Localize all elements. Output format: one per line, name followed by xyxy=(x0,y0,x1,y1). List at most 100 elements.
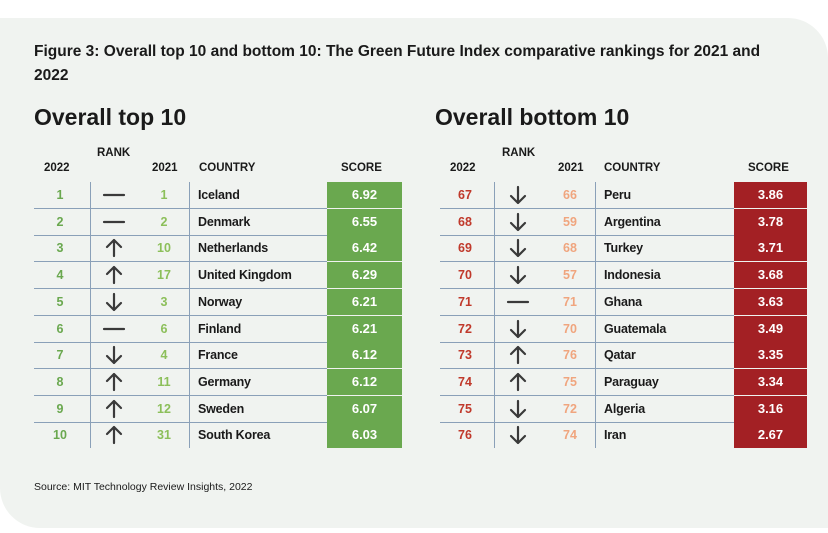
column-divider xyxy=(494,208,495,235)
country-name: Denmark xyxy=(198,214,251,229)
column-divider xyxy=(595,315,596,342)
bottom10-2021-header: 2021 xyxy=(558,162,584,174)
row-divider xyxy=(34,341,327,343)
bottom10-row: 71 71 Ghana 3.63 xyxy=(440,288,807,316)
arrow-down-icon xyxy=(506,182,530,208)
country-name: Qatar xyxy=(604,348,636,363)
country-name: South Korea xyxy=(198,428,271,443)
top10-title: Overall top 10 xyxy=(34,104,187,130)
column-divider xyxy=(494,342,495,369)
rank-2021: 2 xyxy=(160,214,168,229)
rank-2021: 66 xyxy=(563,188,577,202)
rank-2022: 67 xyxy=(458,188,472,202)
score-value: 6.55 xyxy=(327,208,402,235)
arrow-down-icon xyxy=(506,235,530,261)
top10-row: 7 4 France 6.12 xyxy=(34,342,402,370)
score-value: 6.92 xyxy=(327,182,402,208)
column-divider xyxy=(90,395,91,422)
column-divider xyxy=(595,342,596,369)
arrow-up-icon xyxy=(102,262,126,288)
row-divider xyxy=(34,261,327,263)
arrow-up-icon xyxy=(102,422,126,448)
rank-2022: 75 xyxy=(458,401,472,416)
row-divider xyxy=(34,368,327,370)
bottom10-score-header: SCORE xyxy=(748,162,789,174)
rank-2022: 70 xyxy=(458,268,472,283)
rank-2021: 76 xyxy=(563,348,577,363)
score-value: 6.42 xyxy=(327,235,402,262)
score-value: 6.12 xyxy=(327,342,402,369)
score-value: 3.35 xyxy=(734,342,807,369)
rank-2021: 57 xyxy=(563,268,577,283)
row-divider xyxy=(440,394,734,396)
figure-title: Figure 3: Overall top 10 and bottom 10: … xyxy=(34,43,761,84)
score-value: 6.12 xyxy=(327,368,402,395)
row-divider xyxy=(440,368,734,370)
country-name: Turkey xyxy=(604,241,643,256)
row-divider xyxy=(34,394,327,396)
column-divider xyxy=(90,288,91,315)
rank-2021: 11 xyxy=(157,374,171,389)
rank-2022: 7 xyxy=(56,348,64,363)
rank-2021: 4 xyxy=(160,348,168,363)
rank-2022: 76 xyxy=(458,428,472,443)
top10-row: 3 10 Netherlands 6.42 xyxy=(34,235,402,263)
row-divider xyxy=(440,341,734,343)
arrow-up-icon xyxy=(102,369,126,395)
top10-row: 1 1 Iceland 6.92 xyxy=(34,182,402,209)
column-divider xyxy=(189,315,190,342)
country-name: Iran xyxy=(604,428,627,443)
country-name: Guatemala xyxy=(604,321,667,336)
top10-row: 10 31 South Korea 6.03 xyxy=(34,422,402,449)
no-change-icon xyxy=(102,209,126,235)
rank-2021: 1 xyxy=(160,188,168,202)
arrow-up-icon xyxy=(102,235,126,261)
score-value: 6.29 xyxy=(327,262,402,289)
column-divider xyxy=(494,315,495,342)
column-divider xyxy=(494,182,495,208)
top10-row: 2 2 Denmark 6.55 xyxy=(34,208,402,236)
column-divider xyxy=(494,422,495,449)
row-divider xyxy=(440,314,734,316)
rank-2022: 1 xyxy=(56,188,64,202)
top10-score-header: SCORE xyxy=(341,162,382,174)
bottom10-row: 72 70 Guatemala 3.49 xyxy=(440,315,807,343)
no-change-icon xyxy=(102,182,126,208)
column-divider xyxy=(189,395,190,422)
score-value: 3.86 xyxy=(734,182,807,208)
column-divider xyxy=(595,235,596,262)
column-divider xyxy=(189,422,190,449)
rank-2021: 71 xyxy=(563,294,577,309)
rank-2022: 74 xyxy=(458,374,472,389)
rank-2022: 10 xyxy=(53,428,67,443)
column-divider xyxy=(90,368,91,395)
rank-2021: 6 xyxy=(160,321,168,336)
row-divider xyxy=(34,288,327,290)
rank-2022: 4 xyxy=(56,268,64,283)
column-divider xyxy=(494,262,495,289)
top10-country-header: COUNTRY xyxy=(199,162,256,174)
bottom10-row: 73 76 Qatar 3.35 xyxy=(440,342,807,370)
column-divider xyxy=(90,342,91,369)
no-change-icon xyxy=(506,289,530,315)
column-divider xyxy=(595,395,596,422)
country-name: Germany xyxy=(198,374,251,389)
row-divider xyxy=(440,234,734,236)
bottom10-row: 74 75 Paraguay 3.34 xyxy=(440,368,807,396)
row-divider xyxy=(34,314,327,316)
score-value: 3.16 xyxy=(734,395,807,422)
rank-2022: 69 xyxy=(458,241,472,256)
row-divider xyxy=(440,208,734,209)
rank-2022: 2 xyxy=(56,214,64,229)
arrow-down-icon xyxy=(102,289,126,315)
column-divider xyxy=(595,422,596,449)
rank-2021: 68 xyxy=(563,241,577,256)
top10-row: 9 12 Sweden 6.07 xyxy=(34,395,402,423)
arrow-down-icon xyxy=(506,316,530,342)
arrow-down-icon xyxy=(506,396,530,422)
arrow-up-icon xyxy=(102,396,126,422)
rank-2021: 72 xyxy=(563,401,577,416)
bottom10-rank-header: RANK xyxy=(502,147,536,159)
country-name: Algeria xyxy=(604,401,645,416)
bottom10-row: 67 66 Peru 3.86 xyxy=(440,182,807,209)
